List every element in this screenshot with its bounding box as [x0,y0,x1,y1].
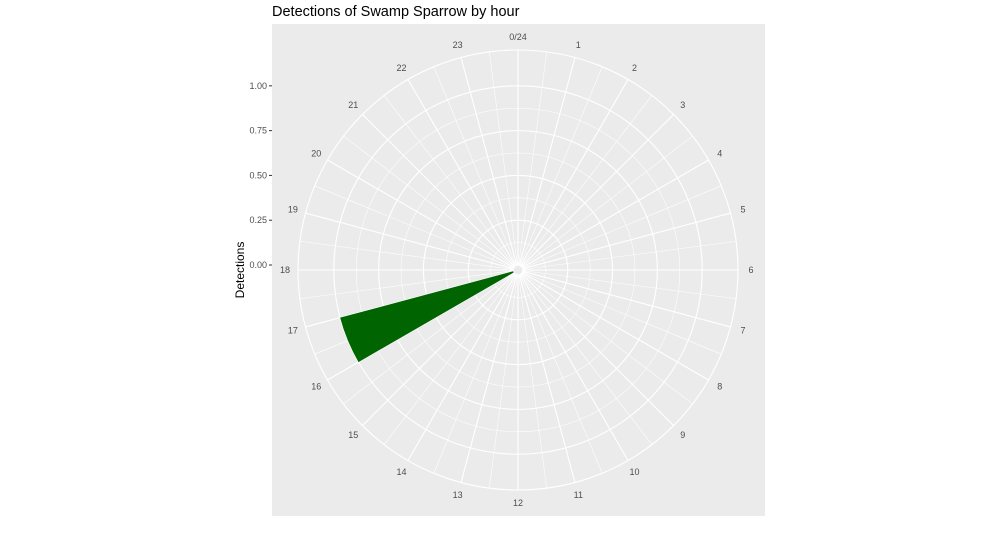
hour-label: 18 [280,265,290,275]
bars [340,271,514,363]
minor-spoke [520,95,653,267]
hour-label: 23 [453,40,463,50]
y-tick-label: 1.00 [249,81,267,91]
major-spoke [407,79,516,266]
minor-spoke [489,51,518,266]
y-tick-label: 0.25 [249,215,267,225]
major-spoke [305,212,514,270]
hour-label: 6 [748,265,753,275]
minor-spoke [518,274,547,489]
y-tick-label: 0.75 [249,126,267,136]
minor-spoke [518,51,547,266]
minor-spoke [522,241,737,270]
hour-label: 14 [396,467,406,477]
major-spoke [460,57,518,266]
major-spoke [522,159,709,268]
bar-hour-16.5 [340,271,514,363]
y-tick-label: 0.00 [249,260,267,270]
hour-label: 17 [288,325,298,335]
hour-label: 8 [717,382,722,392]
hour-label: 16 [311,382,321,392]
minor-spoke [522,185,722,269]
hour-label: 11 [574,490,583,500]
hour-label: 12 [513,498,523,508]
minor-spoke [299,270,514,299]
major-spoke [518,274,576,483]
minor-spoke [522,270,737,299]
y-axis: 0.00 0.25 0.50 0.75 1.00 [249,81,272,270]
minor-spoke [521,272,693,405]
minor-spoke [519,274,603,474]
major-spoke [362,114,515,267]
major-spoke [362,273,515,426]
hour-label: 7 [741,325,746,335]
hour-label: 13 [453,490,463,500]
hour-label: 21 [348,100,358,110]
minor-spoke [489,274,518,489]
hour-label: 9 [680,430,685,440]
major-spoke [521,114,674,267]
hour-label: 20 [311,149,321,159]
minor-spoke [520,273,653,445]
hour-label: 19 [288,205,298,215]
major-spoke [407,274,516,461]
major-spoke [520,274,629,461]
hour-label: 2 [632,63,637,73]
minor-spoke [383,273,516,445]
minor-spoke [299,241,514,270]
major-spoke [460,274,518,483]
hour-label: 15 [348,430,358,440]
minor-spoke [433,274,517,474]
major-spoke [327,159,514,268]
major-spoke [521,273,674,426]
y-axis-title: Detections [233,242,247,299]
major-spoke [522,212,731,270]
minor-spoke [522,271,722,355]
hour-label: 3 [680,100,685,110]
minor-spoke [314,185,514,269]
y-tick-label: 0.50 [249,170,267,180]
minor-spoke [519,66,603,266]
minor-spoke [343,135,515,268]
minor-spoke [433,66,517,266]
hour-label: 5 [741,205,746,215]
minor-spoke [343,272,515,405]
hour-label: 1 [576,40,581,50]
minor-spoke [383,95,516,267]
major-spoke [522,272,709,381]
chart-title: Detections of Swamp Sparrow by hour [272,4,520,20]
hour-labels: 0/24123456789101112131415161718192021222… [280,32,754,508]
major-spoke [520,79,629,266]
hour-label: 22 [396,63,406,73]
hour-label: 0/24 [509,32,527,42]
major-spoke [518,57,576,266]
major-spoke [522,270,731,328]
hour-label: 4 [717,149,722,159]
polar-grid [297,49,739,491]
minor-spoke [521,135,693,268]
hour-label: 10 [629,467,639,477]
